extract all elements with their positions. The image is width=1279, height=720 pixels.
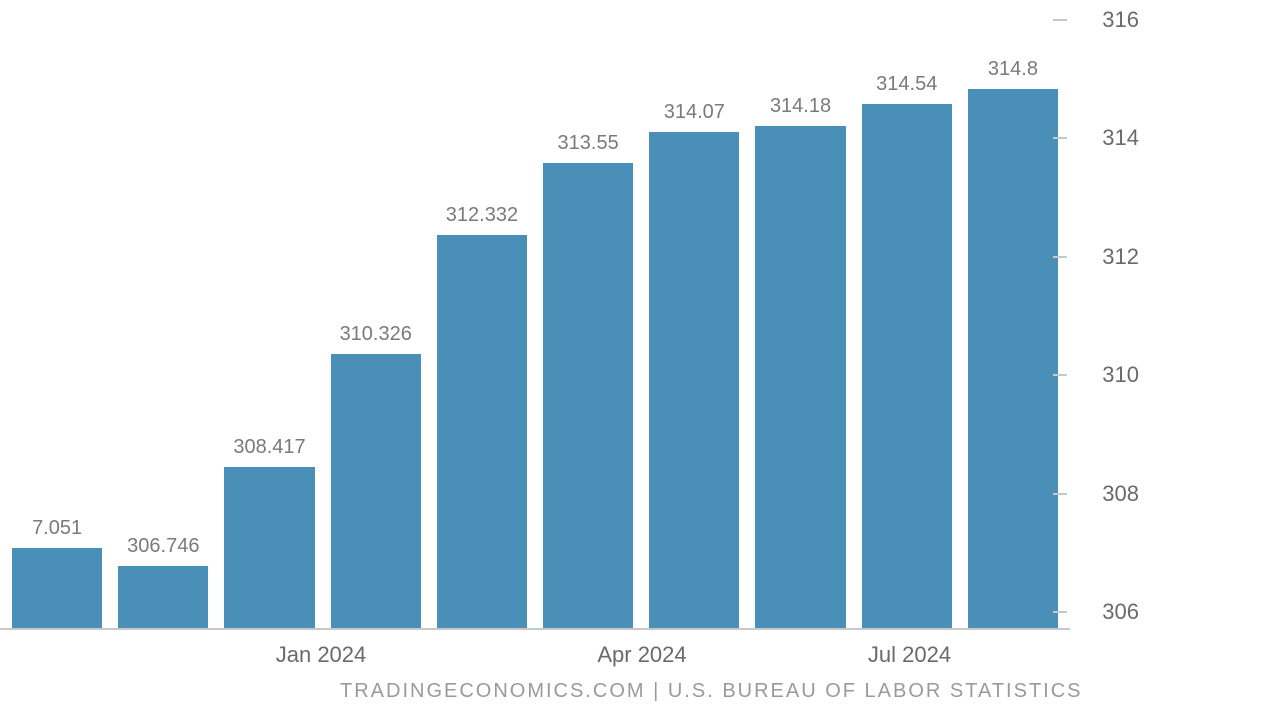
bar-value-label: 7.051 bbox=[32, 517, 82, 540]
bar-rect bbox=[543, 163, 633, 628]
bar-rect bbox=[649, 132, 739, 628]
bar-value-label: 314.18 bbox=[770, 95, 831, 118]
x-axis: Jan 2024 Apr 2024 Jul 2024 bbox=[0, 636, 1070, 666]
bar-rect bbox=[118, 566, 208, 628]
bar-rect bbox=[862, 104, 952, 628]
bar-value-label: 306.746 bbox=[127, 535, 199, 558]
bar-0: 7.051 bbox=[12, 20, 102, 628]
bar-rect bbox=[224, 467, 314, 628]
bar-value-label: 312.332 bbox=[446, 204, 518, 227]
bar-value-label: 310.326 bbox=[340, 323, 412, 346]
bar-rect bbox=[755, 126, 845, 628]
y-tick-mark bbox=[1053, 493, 1067, 495]
x-axis-label: Jul 2024 bbox=[868, 642, 951, 668]
bar-3: 310.326 bbox=[331, 20, 421, 628]
y-tick-label: 316 bbox=[1069, 7, 1139, 33]
bar-4: 312.332 bbox=[437, 20, 527, 628]
y-tick-mark bbox=[1053, 19, 1067, 21]
bar-5: 313.55 bbox=[543, 20, 633, 628]
bar-2: 308.417 bbox=[224, 20, 314, 628]
source-label: TRADINGECONOMICS.COM | U.S. BUREAU OF LA… bbox=[340, 680, 1083, 703]
plot-area: 7.051 306.746 308.417 310.326 312.332 313.55 3… bbox=[0, 20, 1070, 630]
y-tick-label: 306 bbox=[1069, 599, 1139, 625]
bar-value-label: 313.55 bbox=[558, 132, 619, 155]
y-axis: 306308310312314316 bbox=[1069, 20, 1139, 630]
bar-rect bbox=[331, 354, 421, 628]
y-tick-label: 310 bbox=[1069, 362, 1139, 388]
bar-rect bbox=[437, 235, 527, 628]
bar-value-label: 314.8 bbox=[988, 58, 1038, 81]
bar-9: 314.8 bbox=[968, 20, 1058, 628]
cpi-chart: 7.051 306.746 308.417 310.326 312.332 313.55 3… bbox=[0, 0, 1279, 720]
x-axis-label: Jan 2024 bbox=[276, 642, 367, 668]
bar-7: 314.18 bbox=[755, 20, 845, 628]
y-tick-label: 312 bbox=[1069, 244, 1139, 270]
y-tick-mark bbox=[1053, 256, 1067, 258]
bars-group: 7.051 306.746 308.417 310.326 312.332 313.55 3… bbox=[0, 20, 1070, 628]
bar-rect bbox=[968, 89, 1058, 628]
bar-rect bbox=[12, 548, 102, 628]
bar-value-label: 314.07 bbox=[664, 101, 725, 124]
y-tick-mark bbox=[1053, 137, 1067, 139]
bar-value-label: 308.417 bbox=[233, 436, 305, 459]
x-axis-label: Apr 2024 bbox=[597, 642, 686, 668]
bar-value-label: 314.54 bbox=[876, 73, 937, 96]
y-tick-mark bbox=[1053, 374, 1067, 376]
y-tick-label: 308 bbox=[1069, 481, 1139, 507]
bar-6: 314.07 bbox=[649, 20, 739, 628]
bar-8: 314.54 bbox=[862, 20, 952, 628]
y-tick-label: 314 bbox=[1069, 125, 1139, 151]
bar-1: 306.746 bbox=[118, 20, 208, 628]
y-tick-mark bbox=[1053, 611, 1067, 613]
